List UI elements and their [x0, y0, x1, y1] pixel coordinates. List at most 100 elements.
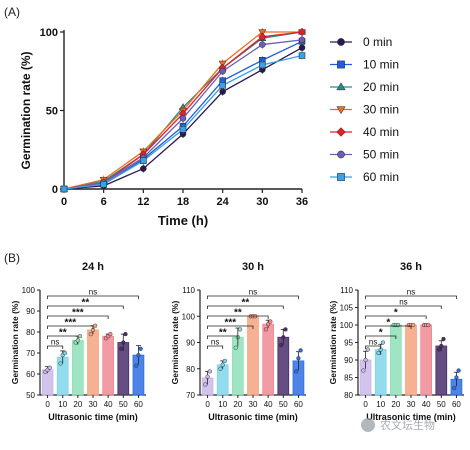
significance-label: ** [59, 328, 67, 339]
y-tick-label: 90 [344, 356, 353, 365]
replicate-point [426, 322, 431, 328]
legend-entry: 20 min [363, 80, 399, 94]
data-point [219, 82, 226, 89]
significance-bracket [47, 315, 109, 319]
line-chart-legend: 0 min 10 min 20 min 30 min 40 min 50 min 60 mi… [330, 35, 399, 184]
significance-bracket [207, 315, 269, 319]
replicate-point [294, 369, 299, 374]
bar-group-60 [292, 348, 305, 396]
replicate-point [207, 369, 212, 374]
y-tick-label: 90 [186, 339, 195, 348]
replicate-point [237, 327, 243, 332]
bar-chart-30h: 30 h 70 80 90 100 110 0 10 20 30 40 50 60 Ultrasonic … [170, 261, 306, 422]
replicate-point [118, 346, 124, 351]
replicate-point [380, 340, 386, 345]
legend-entry: 60 min [363, 170, 399, 184]
replicate-point [203, 382, 208, 387]
bar [390, 324, 402, 396]
replicate-point [220, 362, 225, 367]
significance-label: ns [89, 288, 97, 297]
replicate-point [281, 335, 286, 340]
data-point [297, 27, 307, 37]
watermark: 农文坛生物 [361, 418, 435, 432]
significance-bracket [207, 345, 224, 349]
replicate-point [222, 358, 228, 363]
panel-b-label: (B) [4, 251, 20, 265]
significance-label: ns [51, 338, 59, 347]
panel-a-label: (A) [4, 5, 20, 19]
replicate-point [452, 385, 457, 391]
bar [420, 324, 432, 396]
x-tick-label: 12 [137, 196, 149, 208]
bar [41, 369, 54, 396]
significance-bracket [47, 295, 139, 299]
significance-bracket [207, 305, 284, 309]
data-point [298, 36, 306, 44]
bar-group-30 [87, 323, 99, 396]
series-60-min [60, 51, 306, 193]
replicate-point [93, 323, 98, 328]
significance-label: ** [234, 308, 242, 319]
bar-group-20 [72, 334, 84, 396]
legend-entry: 0 min [363, 35, 392, 49]
bar-group-40 [102, 332, 114, 396]
y-tick-label: 80 [26, 328, 35, 337]
legend-marker [336, 106, 346, 115]
replicate-point [47, 365, 52, 370]
legend-entry: 40 min [363, 125, 399, 139]
x-tick-label: 60 [294, 400, 303, 409]
x-axis-title: Time (h) [158, 213, 208, 228]
replicate-point [136, 353, 141, 358]
bar-group-10 [216, 358, 229, 396]
bar [374, 349, 387, 396]
x-tick-label: 0 [363, 400, 368, 409]
replicate-point [263, 327, 269, 332]
y-tick-label: 90 [26, 307, 35, 316]
x-tick-label: 0 [61, 196, 67, 208]
bar [102, 335, 114, 396]
y-tick-label: 70 [186, 391, 195, 400]
data-point [219, 88, 226, 95]
significance-brackets: ns*********ns [207, 288, 299, 349]
y-tick-label: 60 [26, 370, 35, 379]
significance-bracket [365, 325, 412, 329]
replicate-point [233, 345, 238, 350]
x-tick-label: 20 [73, 400, 82, 409]
significance-bracket [365, 315, 427, 319]
significance-bracket [365, 295, 457, 299]
bar-group-40 [262, 319, 274, 396]
legend-entry: 30 min [363, 103, 399, 117]
y-tick-label: 110 [340, 286, 353, 295]
x-tick-label: 30 [256, 196, 268, 208]
replicate-point [376, 350, 381, 356]
significance-bracket [365, 335, 397, 339]
legend-marker [337, 38, 345, 46]
replicate-point [205, 374, 210, 379]
replicate-point [62, 350, 68, 356]
bar-group-20 [390, 322, 402, 396]
legend-entry: 50 min [363, 148, 399, 162]
x-tick-label: 10 [376, 400, 385, 409]
bar [405, 324, 417, 396]
replicate-point [363, 357, 368, 363]
x-axis-title: Ultrasonic time (min) [48, 412, 138, 422]
bar-group-60 [450, 368, 463, 396]
x-tick-label: 50 [279, 400, 288, 409]
bar-group-50 [277, 327, 290, 396]
bar-group-50 [117, 332, 130, 396]
replicate-point [298, 348, 303, 353]
bar-group-50 [435, 336, 448, 396]
replicate-point [456, 368, 461, 373]
replicate-point [58, 361, 63, 366]
x-tick-label: 0 [45, 400, 50, 409]
x-axis-title: Ultrasonic time (min) [208, 412, 298, 422]
data-point [259, 61, 266, 69]
bar-group-60 [132, 345, 145, 396]
significance-label: ns [407, 288, 415, 297]
replicate-point [278, 343, 284, 348]
data-point [140, 165, 147, 172]
replicate-point [436, 347, 442, 352]
watermark-text: 农文坛生物 [380, 418, 435, 432]
replicate-point [411, 322, 416, 328]
x-tick-label: 40 [264, 400, 273, 409]
